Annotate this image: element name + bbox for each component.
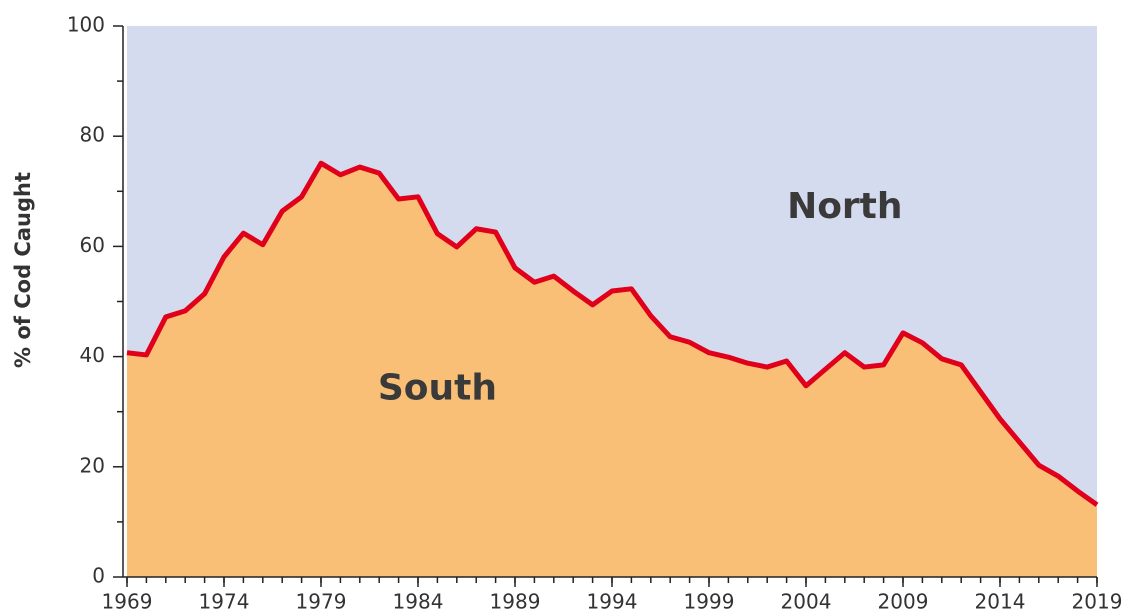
x-tick-label: 1969 — [102, 590, 153, 613]
y-tick-label: 20 — [80, 453, 105, 477]
x-tick-label: 2019 — [1072, 590, 1123, 613]
x-tick-label: 2014 — [975, 590, 1026, 613]
y-tick-label: 0 — [92, 564, 105, 588]
line — [126, 160, 1099, 507]
y-tick-label: 40 — [80, 343, 105, 367]
x-tick-label: 2004 — [781, 590, 832, 613]
y-tick-label: 100 — [67, 13, 105, 37]
x-tick-label: 2009 — [878, 590, 929, 613]
y-tick-label: 60 — [80, 233, 105, 257]
x-tick-label: 1979 — [296, 590, 347, 613]
x-tick-label: 1984 — [393, 590, 444, 613]
area — [127, 163, 1097, 577]
y-tick-label: 80 — [80, 123, 105, 147]
x-tick-label: 1994 — [587, 590, 638, 613]
x-tick-label: 1999 — [684, 590, 735, 613]
series-label: South — [378, 368, 497, 409]
y-axis-label: % of Cod Caught — [11, 172, 35, 368]
x-tick-label: 1974 — [199, 590, 250, 613]
remainder-label: North — [787, 186, 902, 227]
x-tick-label: 1989 — [490, 590, 541, 613]
